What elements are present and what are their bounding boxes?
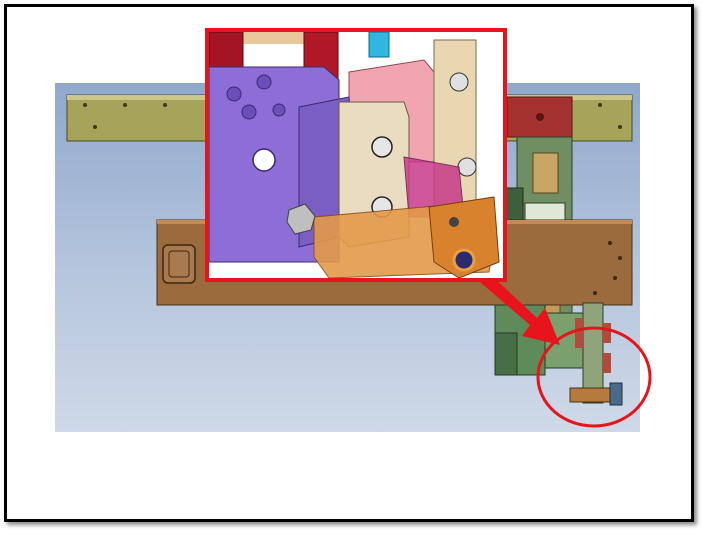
callout-arrow xyxy=(450,260,560,345)
hex-nut xyxy=(286,203,316,235)
focus-circle xyxy=(536,326,652,428)
cad-assembly-drawing xyxy=(66,94,633,406)
orange-base xyxy=(313,196,500,278)
cyan-part xyxy=(368,32,390,58)
zoomed-cad-view xyxy=(209,32,500,278)
zoom-inset xyxy=(205,28,507,282)
